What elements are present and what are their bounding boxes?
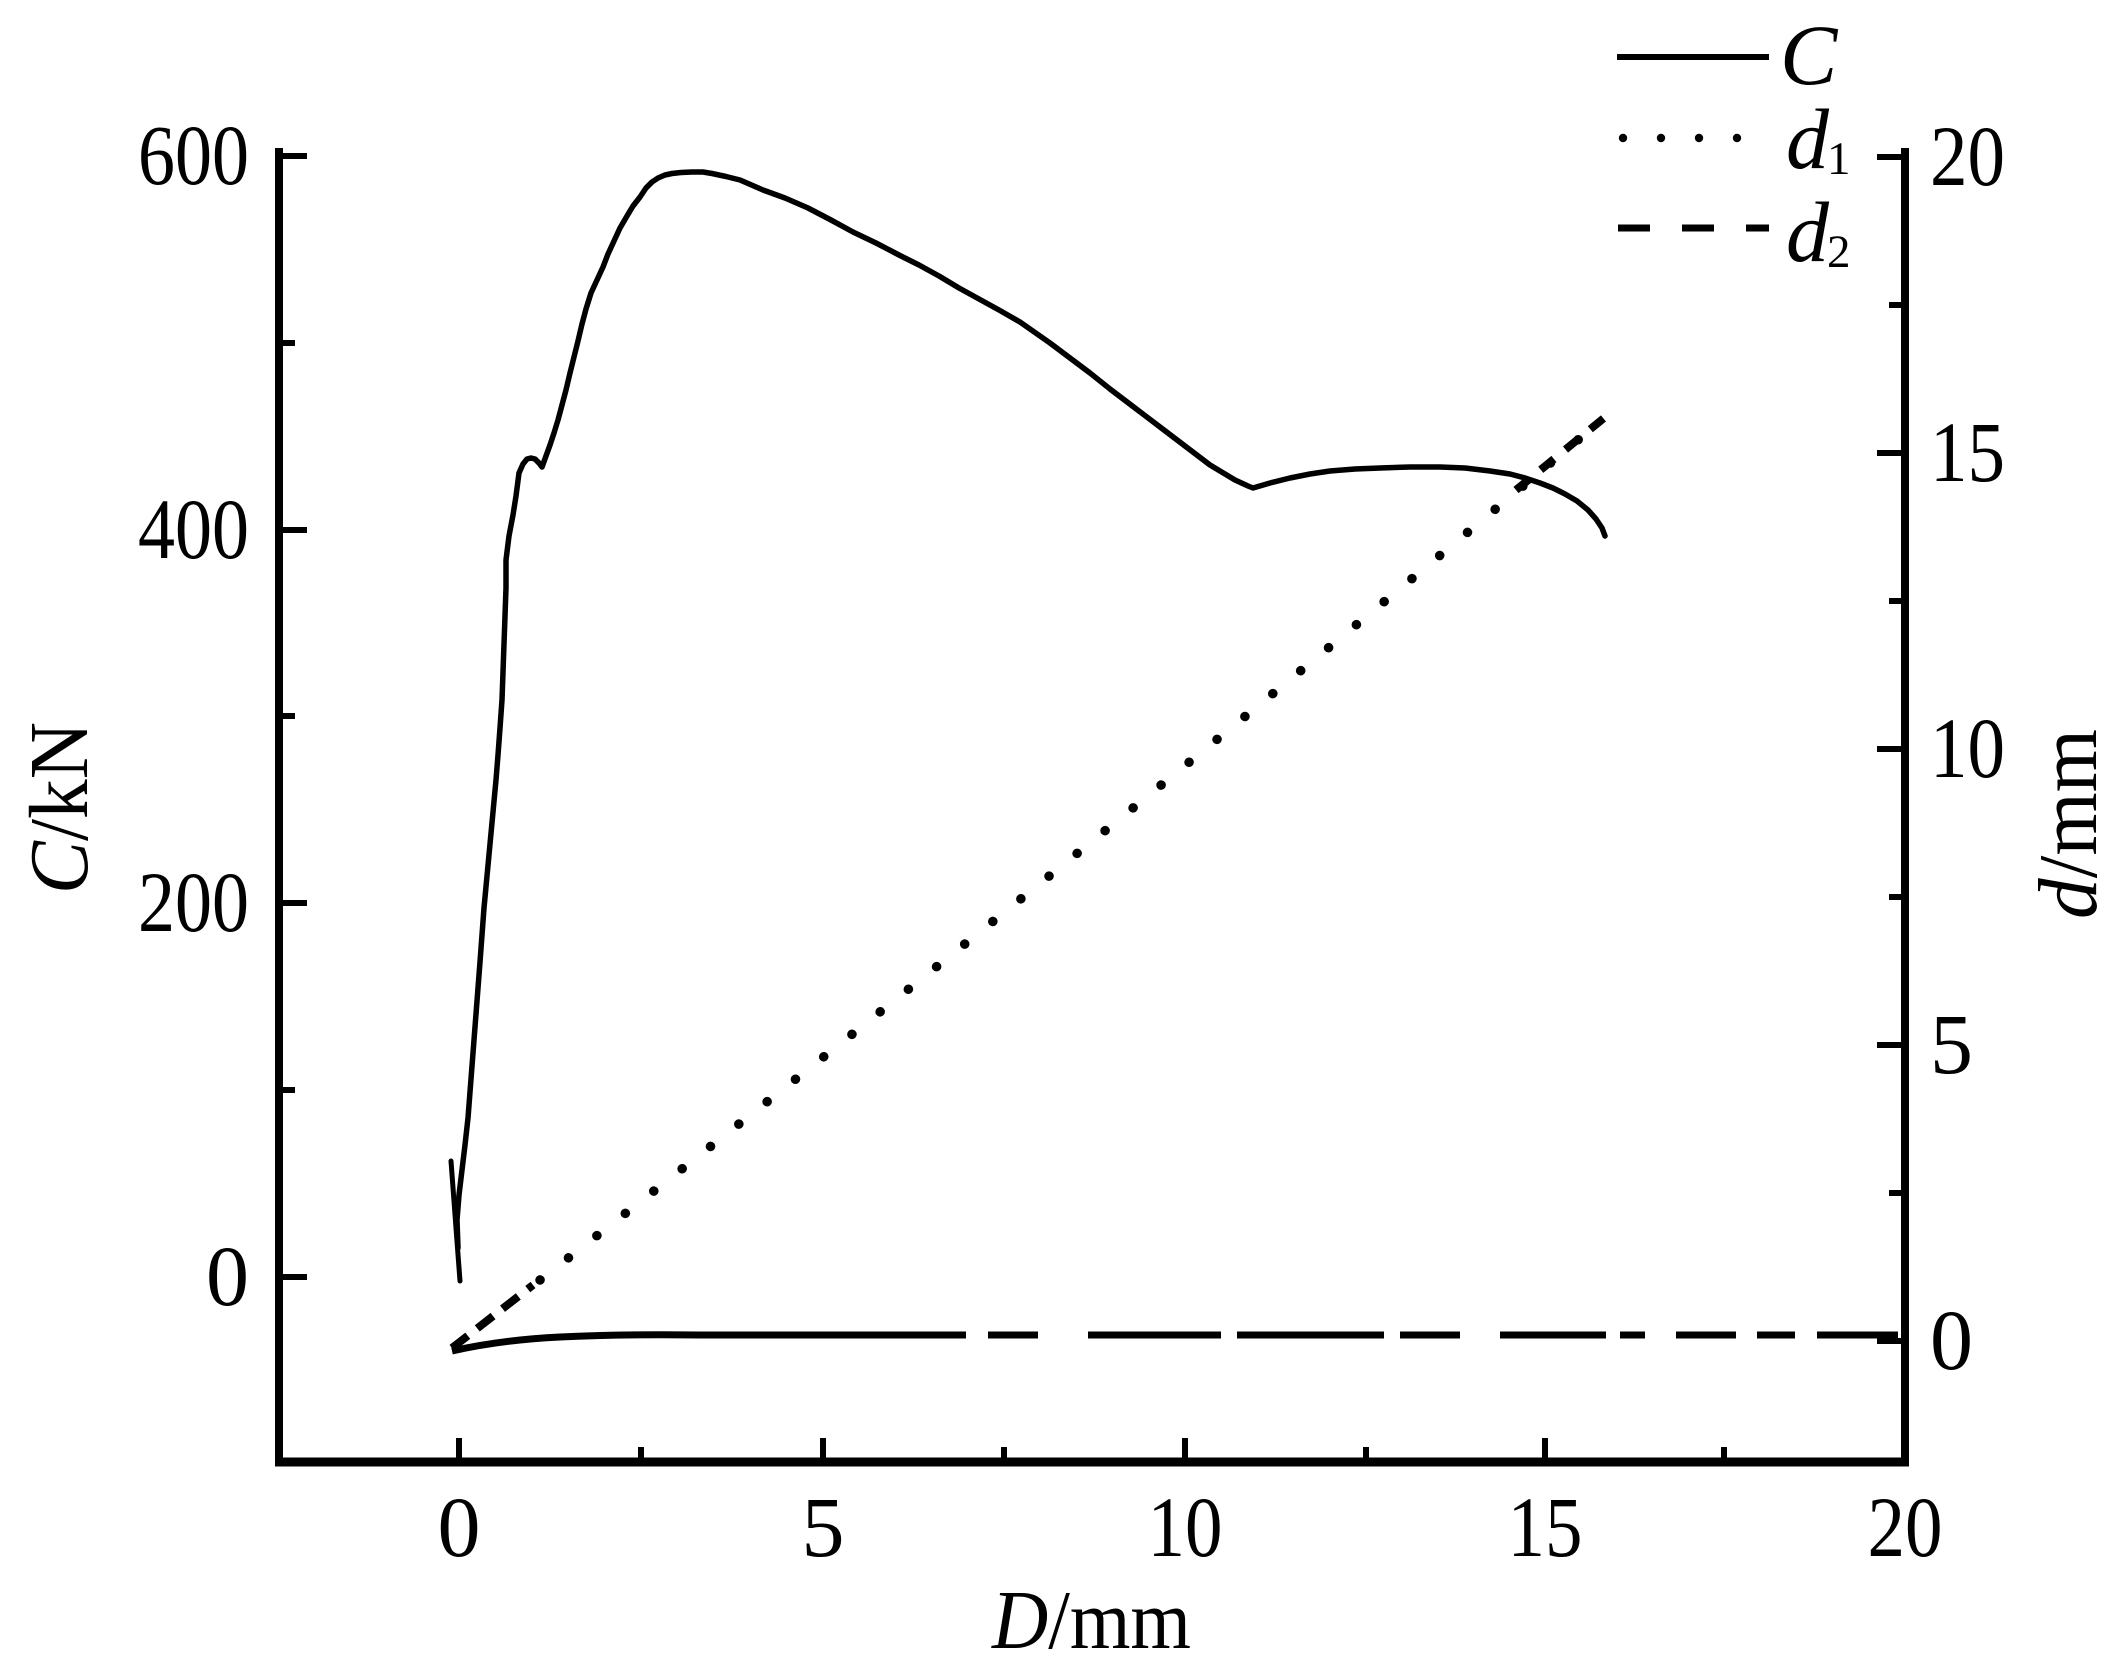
svg-text:0: 0: [1930, 1292, 1973, 1388]
svg-text:200: 200: [138, 854, 249, 950]
svg-text:0: 0: [206, 1228, 249, 1324]
svg-text:600: 600: [138, 107, 249, 203]
svg-text:C: C: [1780, 7, 1839, 103]
svg-text:20: 20: [1930, 108, 2005, 204]
svg-text:10: 10: [1148, 1479, 1223, 1575]
svg-text:15: 15: [1930, 404, 2005, 500]
svg-text:1: 1: [1827, 133, 1851, 185]
svg-text:0: 0: [438, 1479, 481, 1575]
svg-text:d: d: [1786, 184, 1830, 280]
svg-text:5: 5: [1930, 996, 1973, 1092]
svg-text:2: 2: [1827, 226, 1851, 278]
svg-text:20: 20: [1868, 1479, 1943, 1575]
svg-text:D/mm: D/mm: [991, 1574, 1191, 1667]
svg-text:10: 10: [1930, 700, 2005, 796]
svg-text:C/kN: C/kN: [13, 722, 106, 894]
svg-text:400: 400: [138, 481, 249, 577]
svg-text:5: 5: [802, 1479, 845, 1575]
svg-text:d: d: [1786, 91, 1830, 187]
svg-text:15: 15: [1508, 1479, 1583, 1575]
svg-text:d/mm: d/mm: [2022, 729, 2115, 919]
